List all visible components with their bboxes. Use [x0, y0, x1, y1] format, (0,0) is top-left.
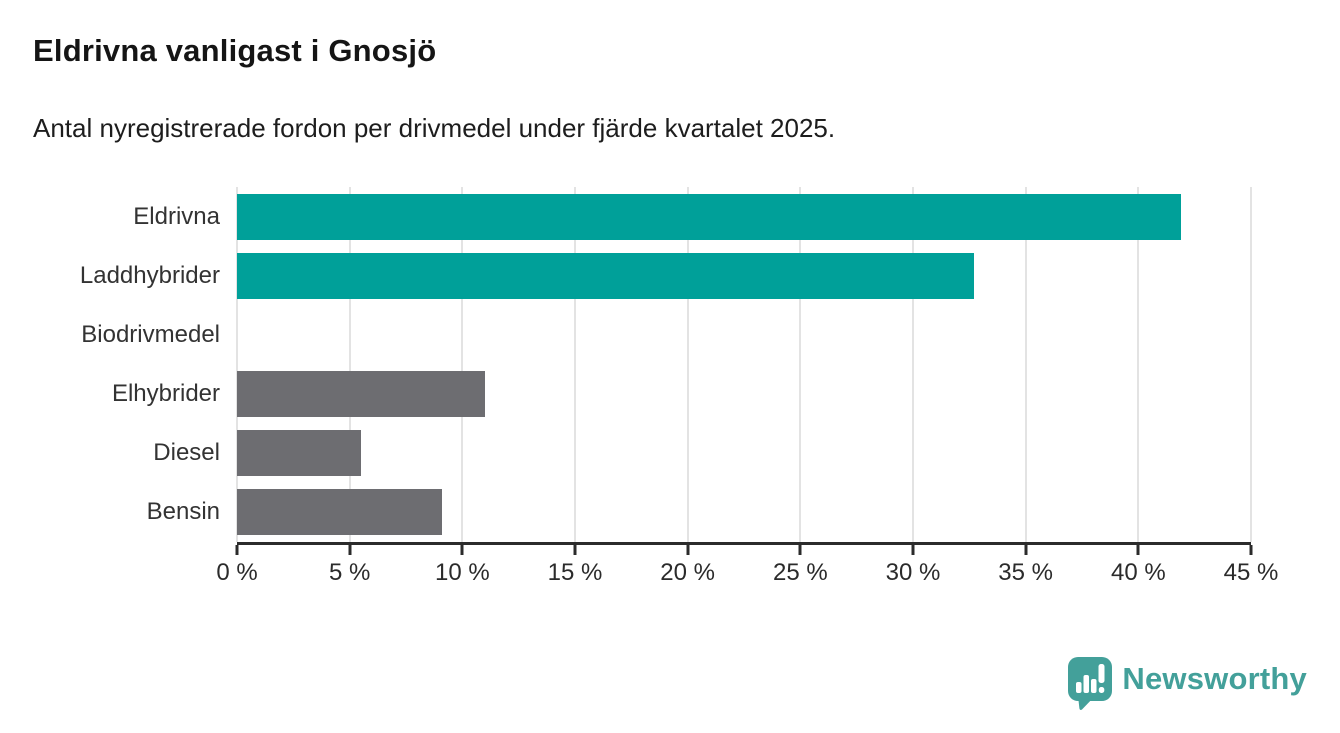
category-label: Eldrivna [133, 202, 220, 230]
category-label: Elhybrider [111, 380, 220, 408]
bar-row [237, 305, 1251, 364]
axis-tick-label: 40 % [1110, 559, 1166, 586]
x-axis: 0 % 5 % 10 % 15 % 20 % 25 % 30 % 35 % 40 % 45 % [216, 542, 1278, 592]
axis-tick-label: 5 % [328, 559, 371, 586]
axis-tick-label: 15 % [547, 559, 603, 586]
category-label: Biodrivmedel [81, 320, 220, 348]
bar-row [237, 424, 1251, 483]
chart-subtitle: Antal nyregistrerade fordon per drivmede… [33, 113, 836, 143]
gridline [912, 187, 914, 542]
bar-bensin [237, 489, 443, 536]
category-label: Laddhybrider [79, 261, 220, 289]
newsworthy-logo-text: Newsworthy [1122, 661, 1307, 696]
gridline [236, 187, 238, 542]
axis-tick [573, 545, 577, 555]
bar-row [237, 187, 1251, 246]
axis-tick-label: 0 % [216, 559, 258, 586]
bar-row [237, 246, 1251, 305]
axis-tick-label: 45 % [1223, 559, 1279, 586]
axis-tick [798, 545, 802, 555]
gridline [461, 187, 464, 542]
gridline [1137, 187, 1140, 542]
gridline [1024, 187, 1027, 542]
bar-eldrivna [237, 193, 1182, 240]
axis-tick [1136, 545, 1140, 555]
y-axis-category-labels: Eldrivna Laddhybrider Biodrivmedel Elhybrid… [0, 187, 220, 542]
bar-row [237, 483, 1251, 542]
gridline [799, 187, 802, 542]
newsworthy-logo-icon [1068, 657, 1113, 710]
chart-title: Eldrivna vanligast i Gnosjö [33, 33, 437, 68]
category-label: Diesel [153, 439, 220, 467]
gridline [686, 187, 689, 542]
gridline [574, 187, 576, 542]
bar-laddhybrider [237, 252, 974, 299]
axis-tick [686, 545, 690, 555]
axis-tick [1024, 545, 1028, 555]
axis-tick-label: 30 % [885, 559, 941, 586]
bar-series [237, 187, 1251, 542]
bar-elhybrider [237, 371, 485, 418]
bar-row [237, 365, 1251, 424]
bar-diesel [237, 430, 361, 477]
axis-tick [235, 545, 239, 555]
axis-tick [460, 545, 464, 555]
plot-area: 0 % 5 % 10 % 15 % 20 % 25 % 30 % 35 % 40 % 45 % [216, 187, 1278, 586]
axis-tick-label: 20 % [660, 559, 716, 586]
axis-tick-label: 25 % [772, 559, 828, 586]
newsworthy-logo: Newsworthy [1067, 656, 1307, 710]
axis-tick [1249, 545, 1253, 555]
axis-tick-label: 35 % [998, 559, 1054, 586]
gridline [1250, 187, 1252, 542]
axis-tick [348, 545, 352, 555]
gridline [348, 187, 351, 542]
category-label: Bensin [146, 498, 220, 526]
axis-tick-label: 10 % [434, 559, 490, 586]
axis-tick [911, 545, 915, 555]
